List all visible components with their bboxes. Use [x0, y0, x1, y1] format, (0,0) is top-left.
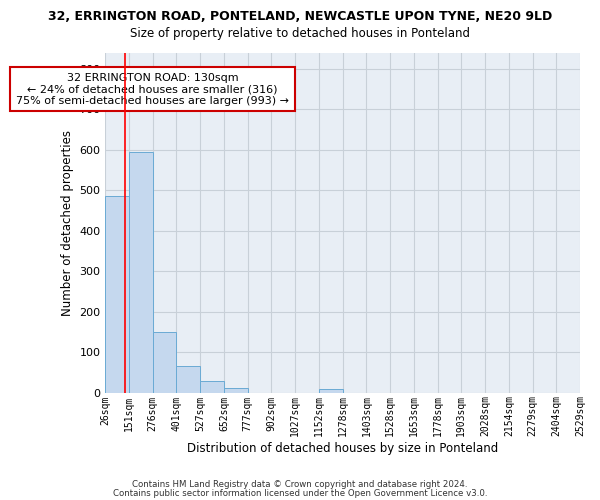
Bar — [224, 388, 248, 392]
Bar — [129, 152, 152, 392]
Text: Size of property relative to detached houses in Ponteland: Size of property relative to detached ho… — [130, 28, 470, 40]
Bar — [319, 390, 343, 392]
Bar — [200, 381, 224, 392]
Bar — [152, 332, 176, 392]
Text: Contains public sector information licensed under the Open Government Licence v3: Contains public sector information licen… — [113, 488, 487, 498]
Text: 32, ERRINGTON ROAD, PONTELAND, NEWCASTLE UPON TYNE, NE20 9LD: 32, ERRINGTON ROAD, PONTELAND, NEWCASTLE… — [48, 10, 552, 23]
Text: Contains HM Land Registry data © Crown copyright and database right 2024.: Contains HM Land Registry data © Crown c… — [132, 480, 468, 489]
Y-axis label: Number of detached properties: Number of detached properties — [61, 130, 74, 316]
X-axis label: Distribution of detached houses by size in Ponteland: Distribution of detached houses by size … — [187, 442, 498, 455]
Bar — [176, 366, 200, 392]
Bar — [105, 196, 129, 392]
Text: 32 ERRINGTON ROAD: 130sqm
← 24% of detached houses are smaller (316)
75% of semi: 32 ERRINGTON ROAD: 130sqm ← 24% of detac… — [16, 72, 289, 106]
